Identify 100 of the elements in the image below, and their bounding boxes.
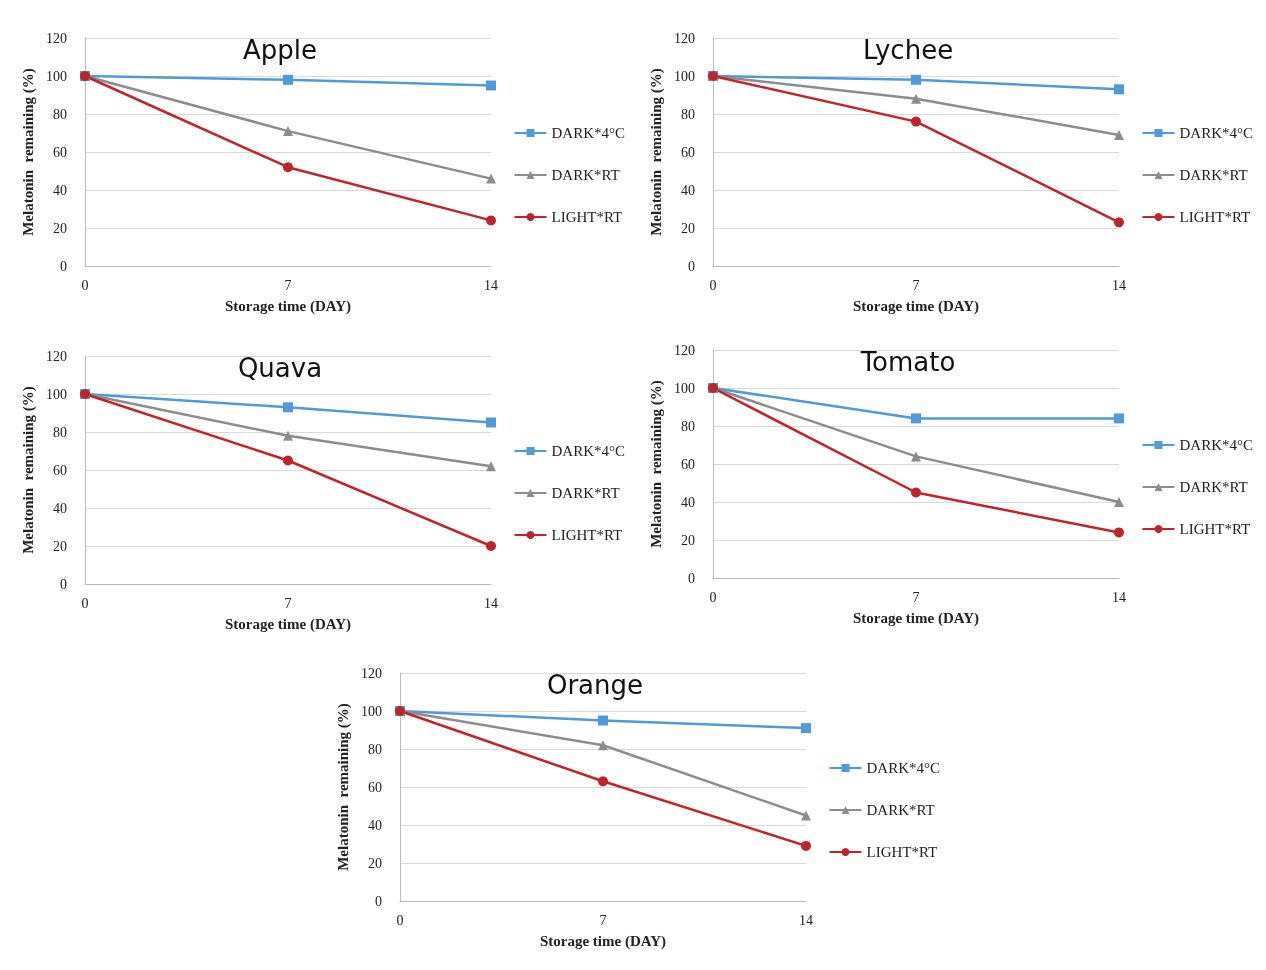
point <box>486 417 496 428</box>
y-tick-label: 40 <box>53 182 67 198</box>
y-tick-label: 100 <box>361 703 382 719</box>
x-tick-label: 14 <box>484 595 498 611</box>
x-tick-label: 7 <box>912 277 920 293</box>
y-tick-label: 0 <box>688 258 695 274</box>
y-tick-label: 20 <box>681 220 695 236</box>
legend-label: DARK*4°C <box>1179 125 1254 141</box>
y-tick-label: 100 <box>46 386 67 402</box>
point <box>911 413 921 424</box>
legend-label: DARK*RT <box>1179 479 1248 495</box>
point <box>486 541 496 551</box>
legend-label: DARK*RT <box>551 167 620 183</box>
x-tick-label: 14 <box>1112 589 1126 605</box>
y-tick-label: 0 <box>688 570 695 586</box>
x-axis-title: Storage time (DAY) <box>224 615 352 633</box>
y-tick-label: 20 <box>53 538 67 554</box>
point <box>1114 84 1124 95</box>
y-tick-label: 60 <box>681 144 695 160</box>
y-axis-title: Melatonin remaining (%) <box>19 386 37 554</box>
x-axis-title: Storage time (DAY) <box>852 609 980 627</box>
y-axis-title: Melatonin remaining (%) <box>334 703 352 871</box>
point <box>283 162 293 173</box>
y-tick-label: 120 <box>674 30 695 46</box>
y-tick-label: 80 <box>681 418 695 434</box>
x-tick-label: 7 <box>912 589 920 605</box>
y-tick-label: 40 <box>681 182 695 198</box>
x-tick-label: 14 <box>484 277 498 293</box>
point <box>801 723 811 734</box>
y-tick-label: 120 <box>46 348 67 364</box>
point <box>283 455 293 466</box>
y-tick-label: 60 <box>53 462 67 478</box>
point <box>1114 217 1124 228</box>
point <box>801 840 811 851</box>
x-tick-label: 0 <box>81 277 89 293</box>
y-tick-label: 80 <box>53 424 67 440</box>
point <box>911 74 921 85</box>
y-tick-label: 40 <box>53 500 67 516</box>
legend-label: DARK*4°C <box>1179 437 1254 453</box>
y-tick-label: 0 <box>375 893 382 909</box>
chart-title: Quava <box>237 353 323 383</box>
point <box>283 74 293 85</box>
y-tick-label: 60 <box>368 779 382 795</box>
x-axis-title: Storage time (DAY) <box>224 297 352 315</box>
legend-label: DARK*RT <box>1179 167 1248 183</box>
x-tick-label: 7 <box>284 595 292 611</box>
y-tick-label: 120 <box>361 665 382 681</box>
point <box>598 715 608 726</box>
y-tick-label: 80 <box>53 106 67 122</box>
x-tick-label: 0 <box>396 912 404 928</box>
legend-label: DARK*4°C <box>551 443 626 459</box>
x-tick-label: 0 <box>81 595 89 611</box>
y-tick-label: 40 <box>368 817 382 833</box>
y-tick-label: 100 <box>46 68 67 84</box>
point <box>486 80 496 91</box>
y-tick-label: 60 <box>681 456 695 472</box>
y-tick-label: 100 <box>674 380 695 396</box>
x-tick-label: 7 <box>599 912 607 928</box>
x-tick-label: 7 <box>284 277 292 293</box>
point <box>486 215 496 226</box>
legend-label: LIGHT*RT <box>1179 521 1251 537</box>
x-tick-label: 14 <box>1112 277 1126 293</box>
legend-label: DARK*RT <box>551 485 620 501</box>
y-axis-title: Melatonin remaining (%) <box>647 68 665 236</box>
legend-label: DARK*4°C <box>551 125 626 141</box>
chart-title: Tomato <box>859 347 956 377</box>
y-tick-label: 0 <box>60 258 67 274</box>
y-tick-label: 20 <box>368 855 382 871</box>
y-tick-label: 80 <box>368 741 382 757</box>
point <box>598 776 608 787</box>
chart-title: Lychee <box>862 35 954 65</box>
point <box>911 116 921 127</box>
point <box>1114 527 1124 538</box>
y-tick-label: 120 <box>46 30 67 46</box>
y-tick-label: 120 <box>674 342 695 358</box>
x-tick-label: 0 <box>709 589 717 605</box>
chart-title: Orange <box>546 670 644 700</box>
y-tick-label: 0 <box>60 576 67 592</box>
legend-label: LIGHT*RT <box>551 209 623 225</box>
point <box>911 487 921 498</box>
y-tick-label: 100 <box>674 68 695 84</box>
y-tick-label: 80 <box>681 106 695 122</box>
legend-label: LIGHT*RT <box>1179 209 1251 225</box>
legend-label: LIGHT*RT <box>866 844 938 860</box>
chart-title: Apple <box>242 35 318 65</box>
y-tick-label: 20 <box>53 220 67 236</box>
x-tick-label: 14 <box>799 912 813 928</box>
point <box>1114 413 1124 424</box>
legend-label: DARK*4°C <box>866 760 941 776</box>
legend-label: DARK*RT <box>866 802 935 818</box>
y-axis-title: Melatonin remaining (%) <box>647 380 665 548</box>
y-tick-label: 20 <box>681 532 695 548</box>
y-tick-label: 60 <box>53 144 67 160</box>
point <box>283 402 293 413</box>
legend-label: LIGHT*RT <box>551 527 623 543</box>
y-tick-label: 40 <box>681 494 695 510</box>
y-axis-title: Melatonin remaining (%) <box>19 68 37 236</box>
x-axis-title: Storage time (DAY) <box>539 932 667 950</box>
x-tick-label: 0 <box>709 277 717 293</box>
x-axis-title: Storage time (DAY) <box>852 297 980 315</box>
